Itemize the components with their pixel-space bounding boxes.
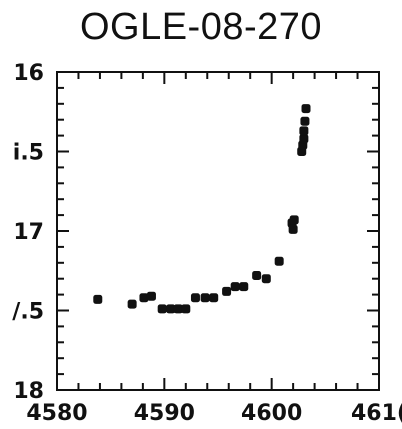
y-tick-label: 17 xyxy=(13,220,44,245)
data-point xyxy=(261,274,271,284)
data-point xyxy=(209,293,219,303)
y-tick-label: 16 xyxy=(13,61,44,86)
x-tick-label: 4590 xyxy=(134,401,195,426)
data-point xyxy=(274,256,284,266)
axis-tick-labels: 4580 4590 4600 461( 16 i.5 17 /.5 18 xyxy=(12,61,402,426)
data-point xyxy=(222,286,232,296)
data-point xyxy=(93,294,103,304)
chart-title: OGLE-08-270 xyxy=(79,6,323,48)
data-point xyxy=(146,291,156,301)
data-point xyxy=(252,271,262,281)
x-tick-label: 4600 xyxy=(241,401,302,426)
data-point xyxy=(173,304,183,314)
data-point xyxy=(299,134,309,144)
data-point xyxy=(166,304,176,314)
data-point xyxy=(299,126,309,136)
data-point xyxy=(127,299,137,309)
data-point xyxy=(289,215,299,225)
data-points xyxy=(93,104,311,314)
axis-ticks xyxy=(56,71,380,391)
data-point xyxy=(230,282,240,292)
data-point xyxy=(157,304,167,314)
data-point xyxy=(181,304,191,314)
data-point xyxy=(300,116,310,126)
plot-frame xyxy=(56,71,380,391)
x-tick-label: 4580 xyxy=(26,401,87,426)
data-point xyxy=(288,224,298,234)
y-tick-label: 18 xyxy=(13,379,44,404)
data-point xyxy=(190,293,200,303)
data-point xyxy=(139,293,149,303)
data-point xyxy=(200,293,210,303)
data-point xyxy=(301,104,311,114)
y-tick-label: /.5 xyxy=(12,300,44,325)
data-point xyxy=(239,282,249,292)
x-tick-label: 461( xyxy=(351,401,402,426)
y-tick-label: i.5 xyxy=(13,141,44,166)
